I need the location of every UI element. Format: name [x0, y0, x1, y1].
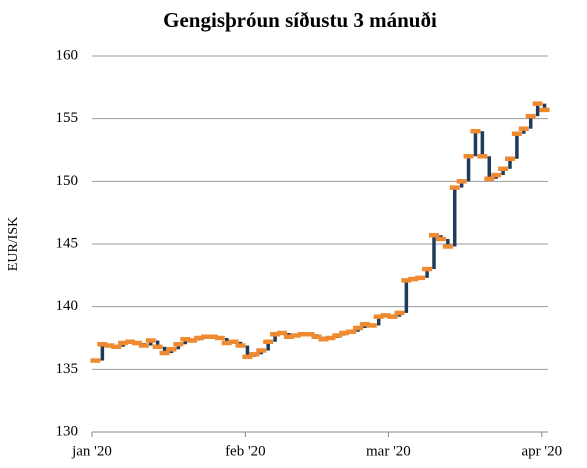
y-tick-label: 135	[56, 361, 79, 377]
x-tick-label: feb '20	[225, 443, 266, 459]
y-tick-label: 160	[56, 47, 79, 63]
chart-title: Gengisþróun síðustu 3 mánuði	[163, 8, 437, 32]
y-tick-label: 150	[56, 173, 79, 189]
x-tick-label: jan '20	[71, 443, 112, 459]
x-tick-label: apr '20	[521, 443, 562, 459]
y-tick-label: 140	[56, 298, 79, 314]
y-tick-label: 130	[56, 423, 79, 439]
y-axis-label: EUR/ISK	[6, 217, 21, 271]
y-tick-label: 145	[56, 235, 79, 251]
x-tick-label: mar '20	[366, 443, 411, 459]
y-tick-label: 155	[56, 110, 79, 126]
